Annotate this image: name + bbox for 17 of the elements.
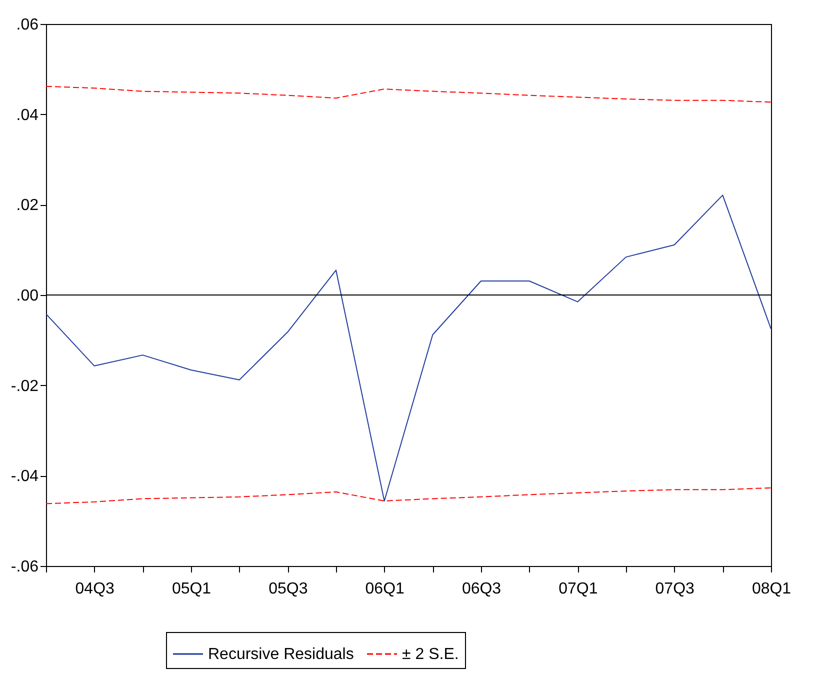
y-tick-label: .02 (16, 197, 39, 214)
x-tick-label: 06Q1 (365, 580, 405, 598)
x-tick-label: 04Q3 (75, 580, 115, 598)
x-tick-label: 07Q1 (558, 580, 598, 598)
x-tick-label: 05Q1 (172, 580, 212, 598)
legend-label: Recursive Residuals (208, 646, 354, 663)
x-tick-label: 08Q1 (752, 580, 792, 598)
y-tick-label: -.02 (10, 378, 39, 395)
y-tick-label: -.06 (10, 558, 39, 576)
x-tick-label: 05Q3 (268, 580, 308, 598)
y-tick-label: .06 (16, 16, 39, 34)
legend-label: ± 2 S.E. (402, 646, 459, 663)
y-tick-label: .00 (16, 288, 39, 304)
y-tick-label: .04 (16, 106, 39, 124)
x-tick-label: 06Q3 (462, 580, 502, 598)
y-tick-label: -.04 (10, 468, 39, 486)
x-tick-label: 07Q3 (655, 580, 695, 598)
